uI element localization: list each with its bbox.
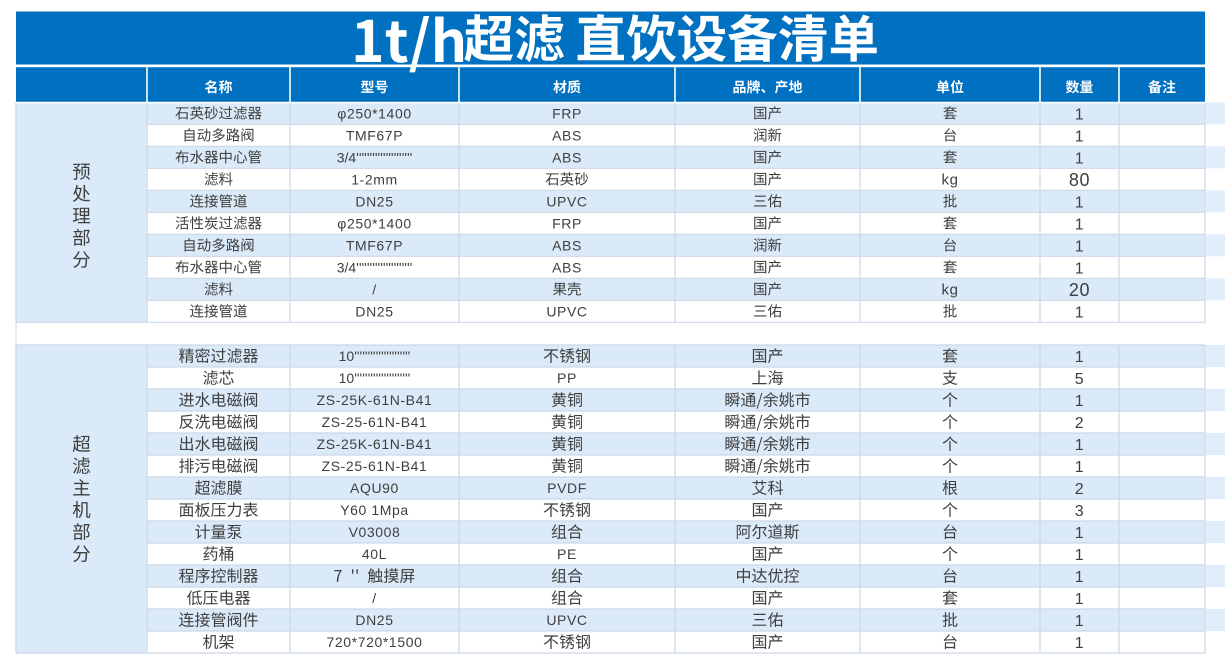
svg-text:1: 1 — [1075, 547, 1085, 564]
svg-text:φ250*1400: φ250*1400 — [337, 215, 411, 231]
svg-text:kg: kg — [941, 172, 958, 189]
svg-text:1: 1 — [1075, 260, 1085, 277]
svg-text:kg: kg — [941, 282, 958, 299]
svg-text:10''''''''''''''''''''': 10''''''''''''''''''''' — [339, 348, 411, 364]
svg-text:AQU90: AQU90 — [350, 480, 399, 496]
svg-text:ABS: ABS — [552, 237, 582, 253]
svg-text:1: 1 — [1075, 349, 1085, 366]
svg-text:ABS: ABS — [552, 127, 582, 143]
svg-text:1: 1 — [1075, 304, 1085, 321]
svg-text:720*720*1500: 720*720*1500 — [327, 634, 423, 650]
svg-text:DN25: DN25 — [355, 612, 393, 628]
svg-text:1: 1 — [1075, 569, 1085, 586]
svg-text:UPVC: UPVC — [546, 193, 587, 209]
svg-text:3/4''''''''''''''''''''': 3/4''''''''''''''''''''' — [337, 149, 413, 165]
svg-text:5: 5 — [1075, 371, 1085, 388]
svg-text:1: 1 — [1075, 150, 1085, 167]
svg-text:FRP: FRP — [552, 105, 582, 121]
svg-text:1: 1 — [1075, 128, 1085, 145]
svg-text:ABS: ABS — [552, 149, 582, 165]
svg-text:/: / — [372, 281, 377, 297]
svg-text:PE: PE — [557, 546, 577, 562]
svg-text:TMF67P: TMF67P — [346, 127, 403, 143]
svg-text:TMF67P: TMF67P — [346, 237, 403, 253]
svg-text:3/4''''''''''''''''''''': 3/4''''''''''''''''''''' — [337, 259, 413, 275]
svg-text:/: / — [372, 590, 377, 606]
svg-text:ZS-25-61N-B41: ZS-25-61N-B41 — [322, 458, 428, 474]
svg-text:DN25: DN25 — [355, 193, 393, 209]
svg-text:ZS-25K-61N-B41: ZS-25K-61N-B41 — [317, 436, 433, 452]
svg-text:1: 1 — [1075, 437, 1085, 454]
svg-text:ZS-25-61N-B41: ZS-25-61N-B41 — [322, 414, 428, 430]
svg-text:10''''''''''''''''''''': 10''''''''''''''''''''' — [339, 370, 411, 386]
svg-text:UPVC: UPVC — [546, 303, 587, 319]
svg-text:3: 3 — [1075, 503, 1085, 520]
svg-text:2: 2 — [1075, 415, 1085, 432]
svg-text:1: 1 — [1075, 591, 1085, 608]
svg-text:1: 1 — [1075, 238, 1085, 255]
svg-text:UPVC: UPVC — [546, 612, 587, 628]
svg-text:1: 1 — [1075, 216, 1085, 233]
svg-text:V03008: V03008 — [349, 524, 401, 540]
svg-text:φ250*1400: φ250*1400 — [337, 105, 411, 121]
svg-text:1: 1 — [1075, 635, 1085, 652]
svg-text:ABS: ABS — [552, 259, 582, 275]
svg-text:ZS-25K-61N-B41: ZS-25K-61N-B41 — [317, 392, 433, 408]
svg-text:Y60 1Mpa: Y60 1Mpa — [340, 502, 409, 518]
svg-text:1: 1 — [1075, 525, 1085, 542]
svg-text:DN25: DN25 — [355, 303, 393, 319]
svg-text:2: 2 — [1075, 481, 1085, 498]
svg-text:1: 1 — [1075, 106, 1085, 123]
svg-text:1-2mm: 1-2mm — [351, 171, 398, 187]
svg-text:1: 1 — [1075, 459, 1085, 476]
svg-text:1: 1 — [1075, 613, 1085, 630]
svg-text:20: 20 — [1069, 280, 1090, 300]
svg-text:80: 80 — [1069, 170, 1090, 190]
svg-text:1: 1 — [1075, 393, 1085, 410]
svg-text:PP: PP — [557, 370, 577, 386]
svg-text:FRP: FRP — [552, 215, 582, 231]
svg-text:40L: 40L — [362, 546, 387, 562]
svg-text:1: 1 — [1075, 194, 1085, 211]
svg-text:PVDF: PVDF — [547, 480, 587, 496]
